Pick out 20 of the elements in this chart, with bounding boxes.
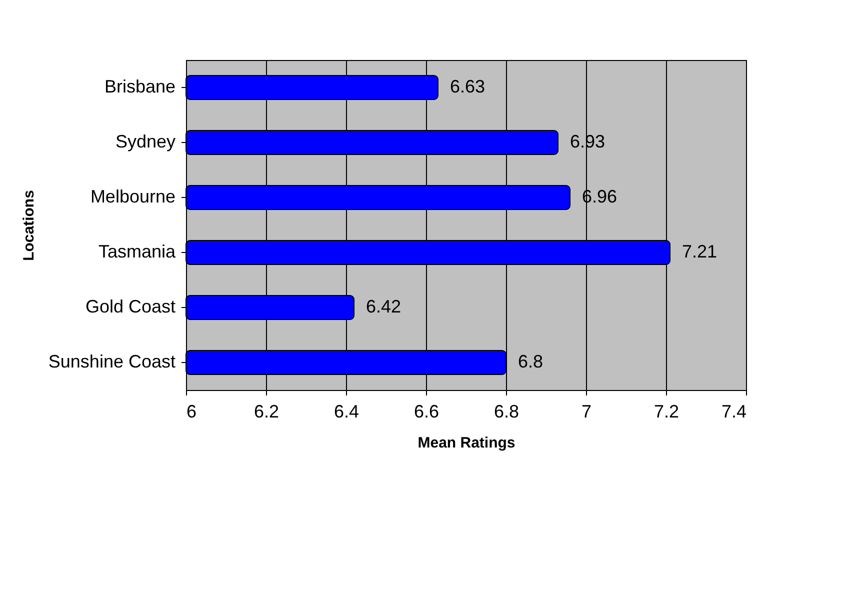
data-label: 6.42 <box>366 296 402 316</box>
data-label: 6.8 <box>518 352 544 372</box>
y-tick-label: Brisbane <box>104 76 176 96</box>
x-axis-title: Mean Ratings <box>418 434 516 452</box>
x-tick-label: 7.2 <box>654 402 680 422</box>
x-tick-label: 6.6 <box>414 402 440 422</box>
x-tick-label: 7 <box>581 402 592 422</box>
x-tick-label: 6.2 <box>254 402 280 422</box>
y-tick-label: Melbourne <box>90 186 176 206</box>
y-tick-label: Sydney <box>115 132 176 152</box>
x-tick-label: 7.4 <box>721 402 746 422</box>
y-tick-label: Gold Coast <box>85 296 176 316</box>
data-label: 6.63 <box>450 76 486 96</box>
x-tick-label: 6.8 <box>494 402 520 422</box>
data-label: 7.21 <box>682 242 718 262</box>
y-tick-label: Sunshine Coast <box>48 352 176 372</box>
y-axis-title: Locations <box>20 190 38 261</box>
x-tick-label: 6.4 <box>334 402 360 422</box>
x-tick-label: 6 <box>186 402 197 422</box>
y-tick-label: Tasmania <box>98 242 176 262</box>
